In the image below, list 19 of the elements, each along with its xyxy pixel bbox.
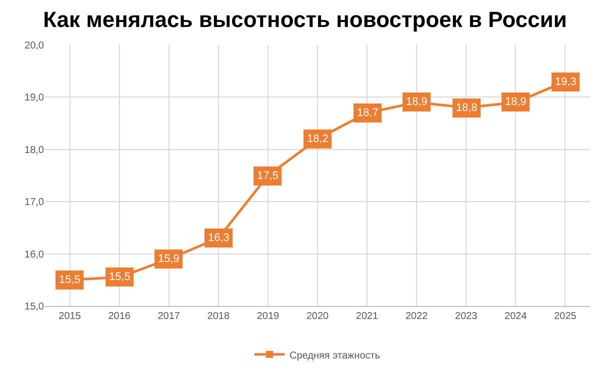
x-tick-label: 2024 <box>504 311 528 322</box>
x-tick-label: 2025 <box>554 311 577 322</box>
x-tick-label: 2023 <box>455 311 478 322</box>
x-tick-label: 2019 <box>256 311 280 322</box>
y-tick-label: 16,0 <box>24 249 44 260</box>
x-tick-label: 2016 <box>108 311 131 322</box>
x-tick-label: 2017 <box>158 311 180 322</box>
x-tick-label: 2018 <box>207 311 230 322</box>
y-tick-label: 19,0 <box>24 92 44 104</box>
y-tick-label: 17,0 <box>24 197 44 208</box>
y-tick-label: 18,0 <box>24 144 44 156</box>
chart-title: Как менялась высотность новостроек в России <box>43 6 567 32</box>
y-tick-label: 15,0 <box>24 302 44 312</box>
x-tick-label: 2020 <box>306 311 330 322</box>
x-tick-label: 2015 <box>58 311 82 322</box>
x-tick-label: 2022 <box>405 311 428 322</box>
legend-label: Средняя этажность <box>290 350 380 362</box>
x-tick-label: 2021 <box>356 311 379 322</box>
y-tick-label: 20,0 <box>24 40 44 52</box>
